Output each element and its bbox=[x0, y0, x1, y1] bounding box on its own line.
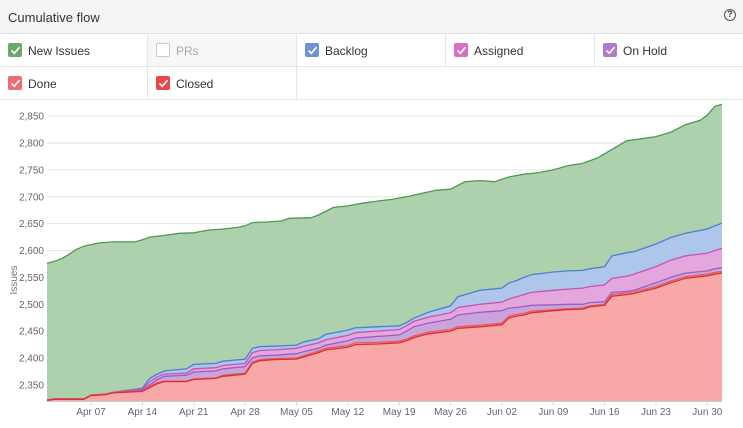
x-tick-label: Jun 23 bbox=[641, 407, 671, 418]
checkbox-icon[interactable] bbox=[305, 43, 319, 57]
panel-title: Cumulative flow bbox=[8, 10, 100, 25]
legend-label: PRs bbox=[176, 44, 199, 58]
legend-label: New Issues bbox=[28, 44, 91, 58]
line-closed bbox=[46, 272, 723, 402]
checkbox-icon[interactable] bbox=[8, 43, 22, 57]
chart-svg: 2,350 2,400 2,450 2,500 2,550 2,600 2,650 2,700… bbox=[9, 103, 723, 418]
legend-item-assigned[interactable]: Assigned bbox=[446, 34, 595, 66]
legend-label: Backlog bbox=[325, 44, 368, 58]
x-tick-label: May 26 bbox=[434, 407, 467, 418]
x-tick-label: May 19 bbox=[383, 407, 416, 418]
legend-label: Closed bbox=[176, 77, 214, 91]
line-done bbox=[46, 270, 723, 401]
checkbox-icon[interactable] bbox=[454, 43, 468, 57]
x-tick-label: Apr 07 bbox=[76, 407, 106, 418]
legend-item-on-hold[interactable]: On Hold bbox=[595, 34, 743, 66]
checkbox-icon[interactable] bbox=[156, 43, 170, 57]
series-legend: New Issues PRs Backlog Assigned On Hold … bbox=[0, 34, 743, 100]
help-icon[interactable]: ? bbox=[724, 9, 736, 21]
legend-item-done[interactable]: Done bbox=[0, 67, 148, 99]
y-tick-label: 2,850 bbox=[19, 112, 44, 123]
y-tick-label: 2,600 bbox=[19, 246, 44, 257]
line-assigned bbox=[46, 247, 723, 401]
y-tick-label: 2,400 bbox=[19, 354, 44, 365]
line-new-issues bbox=[46, 103, 723, 265]
legend-item-closed[interactable]: Closed bbox=[148, 67, 297, 99]
y-tick-label: 2,350 bbox=[19, 380, 44, 391]
x-tick-label: Apr 21 bbox=[179, 407, 209, 418]
y-tick-label: 2,550 bbox=[19, 273, 44, 284]
y-tick-label: 2,750 bbox=[19, 165, 44, 176]
legend-row-2: Done Closed bbox=[0, 67, 743, 100]
series-areas bbox=[46, 103, 723, 402]
legend-label: Assigned bbox=[474, 44, 524, 58]
legend-row-1: New Issues PRs Backlog Assigned On Hold bbox=[0, 34, 743, 67]
y-tick-label: 2,500 bbox=[19, 300, 44, 311]
legend-label: Done bbox=[28, 77, 57, 91]
panel-header: Cumulative flow ? bbox=[0, 0, 743, 34]
x-tick-label: Jun 09 bbox=[538, 407, 568, 418]
checkbox-icon[interactable] bbox=[8, 76, 22, 90]
x-tick-label: May 05 bbox=[280, 407, 313, 418]
x-tick-label: May 12 bbox=[331, 407, 364, 418]
legend-item-prs[interactable]: PRs bbox=[148, 34, 297, 66]
legend-label: On Hold bbox=[623, 44, 668, 58]
y-tick-label: 2,800 bbox=[19, 139, 44, 150]
x-tick-label: Apr 28 bbox=[230, 407, 260, 418]
legend-item-backlog[interactable]: Backlog bbox=[297, 34, 446, 66]
line-on-hold bbox=[46, 267, 723, 401]
y-axis: 2,350 2,400 2,450 2,500 2,550 2,600 2,650 2,700… bbox=[19, 112, 44, 392]
y-tick-label: 2,450 bbox=[19, 327, 44, 338]
area-closed bbox=[47, 273, 722, 401]
checkbox-icon[interactable] bbox=[603, 43, 617, 57]
legend-item-new-issues[interactable]: New Issues bbox=[0, 34, 148, 66]
x-tick-label: Apr 14 bbox=[128, 407, 158, 418]
x-tick-label: Jun 16 bbox=[590, 407, 620, 418]
checkbox-icon[interactable] bbox=[156, 76, 170, 90]
x-tick-label: Jun 02 bbox=[487, 407, 517, 418]
cumulative-flow-chart: 2,350 2,400 2,450 2,500 2,550 2,600 2,650 2,700… bbox=[0, 100, 743, 428]
y-tick-label: 2,700 bbox=[19, 192, 44, 203]
line-backlog bbox=[46, 222, 723, 401]
y-tick-label: 2,650 bbox=[19, 219, 44, 230]
y-axis-label: Issues bbox=[9, 266, 20, 295]
x-tick-label: Jun 30 bbox=[692, 407, 722, 418]
x-axis: Apr 07 Apr 14 Apr 21 Apr 28 May 05 May 12 May … bbox=[47, 401, 723, 418]
